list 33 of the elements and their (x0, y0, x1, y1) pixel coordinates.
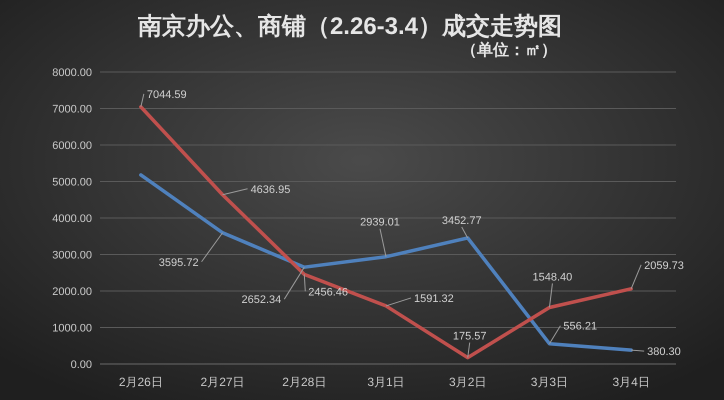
y-tick-label: 6000.00 (52, 140, 92, 152)
data-label: 1591.32 (414, 292, 454, 305)
y-tick-label: 5000.00 (52, 176, 92, 188)
x-tick-label: 2月26日 (118, 375, 163, 389)
y-tick-label: 0.00 (70, 359, 92, 371)
data-label: 380.30 (647, 346, 681, 358)
data-label: 1548.40 (532, 271, 572, 284)
y-tick-label: 3000.00 (52, 250, 92, 262)
line-series (139, 173, 633, 352)
y-tick-label: 7000.00 (52, 104, 92, 116)
data-label: 7044.59 (146, 88, 187, 101)
data-label: 175.57 (452, 330, 487, 343)
chart-subtitle: （单位：㎡） (461, 41, 557, 59)
y-tick-label: 4000.00 (52, 213, 92, 225)
x-tick-label: 3月3日 (530, 375, 568, 389)
y-tick-label: 8000.00 (52, 67, 92, 79)
x-tick-label: 3月1日 (367, 375, 405, 389)
data-label: 4636.95 (250, 184, 290, 196)
data-label: 2939.01 (360, 216, 400, 229)
data-label: 556.21 (563, 320, 598, 333)
x-tick-label: 2月27日 (200, 375, 245, 389)
x-tick-label: 3月2日 (449, 375, 486, 389)
data-label: 2059.73 (644, 260, 684, 272)
y-tick-label: 1000.00 (52, 322, 92, 334)
data-label: 3595.72 (158, 256, 199, 269)
chart-title: 南京办公、商铺（2.26-3.4）成交走势图 (136, 13, 562, 40)
data-label: 2456.46 (308, 286, 348, 298)
x-tick-label: 3月4日 (612, 375, 650, 389)
x-tick-label: 2月28日 (282, 375, 326, 389)
data-label: 2652.34 (242, 294, 282, 306)
data-label: 3452.77 (442, 214, 482, 227)
y-tick-label: 2000.00 (52, 286, 92, 298)
line-series (139, 105, 633, 360)
